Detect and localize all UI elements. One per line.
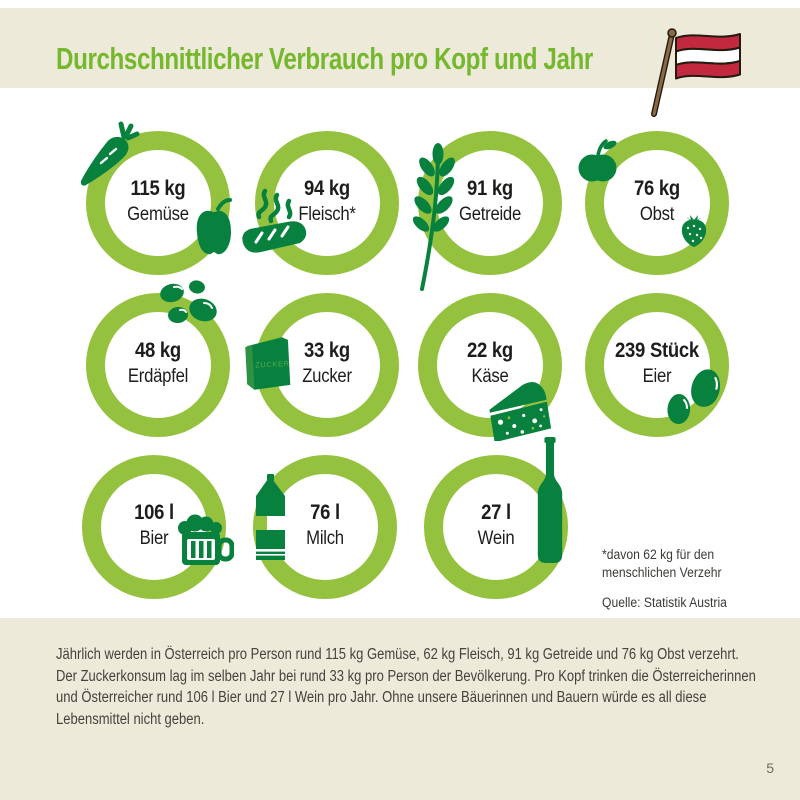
stat-circle-zucker: ZUCKER 33 kg Zucker [245,293,399,437]
footnote-line1: *davon 62 kg für den [602,547,715,562]
stat-circle-wein: 27 l Wein [424,437,568,599]
bell-pepper-icon [194,197,234,257]
wheat-icon [404,143,456,293]
stat-label: Bier [139,527,169,549]
sugar-bag-icon: ZUCKER [241,331,295,391]
stat-value: 48 kg [135,338,181,362]
milk-carton-icon [251,473,291,563]
stat-value: 106 l [134,500,174,524]
bottom-band [0,618,800,800]
stat-value: 94 kg [304,176,350,200]
stat-circle-milch: 76 l Milch [253,455,397,599]
stat-label: Obst [639,203,675,225]
cheese-icon [486,379,556,441]
page-title: Durchschnittlicher Verbrauch pro Kopf un… [56,41,593,76]
stat-circle-erdaepfel: 48 kg Erdäpfel [86,280,230,437]
stat-label: Fleisch* [298,203,356,225]
stat-value: 76 kg [634,176,680,200]
stat-value: 33 kg [304,338,350,362]
stat-circle-bier: 106 l Bier [82,455,234,599]
stat-value: 91 kg [467,176,513,200]
stat-label: Zucker [302,365,352,387]
stat-circle-kaese: 22 kg Käse [418,293,562,441]
sugar-bag-label: ZUCKER [255,359,290,370]
stat-label: Käse [471,365,509,387]
stat-label: Getreide [458,203,522,225]
beer-mug-icon [174,513,234,571]
strawberry-icon [679,215,709,249]
stat-value: 115 kg [130,176,186,200]
eggs-icon [663,363,723,429]
steak-icon [239,187,311,271]
apple-icon [577,135,621,187]
stat-value: 22 kg [467,338,513,362]
stat-value: 76 l [310,500,340,524]
carrot-icon [78,121,142,187]
wine-bottle-icon [534,437,566,565]
stat-circle-obst: 76 kg Obst [578,131,729,275]
body-paragraph: Jährlich werden in Österreich pro Person… [56,646,756,728]
stat-label: Wein [477,527,515,549]
stat-label: Eier [642,365,672,387]
page-number: 5 [766,760,774,776]
stat-value: 239 Stück [615,338,699,362]
potatoes-icon [152,279,220,335]
stat-value: 27 l [481,500,511,524]
stat-circle-eier: 239 Stück Eier [585,293,729,437]
stat-circle-gemuese: 115 kg Gemüse [80,121,232,275]
stat-circle-fleisch: 94 kg Fleisch* [242,131,399,275]
footnote-line2: menschlichen Verzehr [602,565,722,580]
stat-label: Gemüse [127,203,189,225]
stat-label: Erdäpfel [127,365,189,387]
footnote: *davon 62 kg für den menschlichen Verzeh… [602,546,755,612]
source-note: Quelle: Statistik Austria [602,595,727,610]
stat-circle-getreide: 91 kg Getreide [412,131,562,291]
austria-flag-icon [648,24,748,120]
stat-label: Milch [306,527,344,549]
